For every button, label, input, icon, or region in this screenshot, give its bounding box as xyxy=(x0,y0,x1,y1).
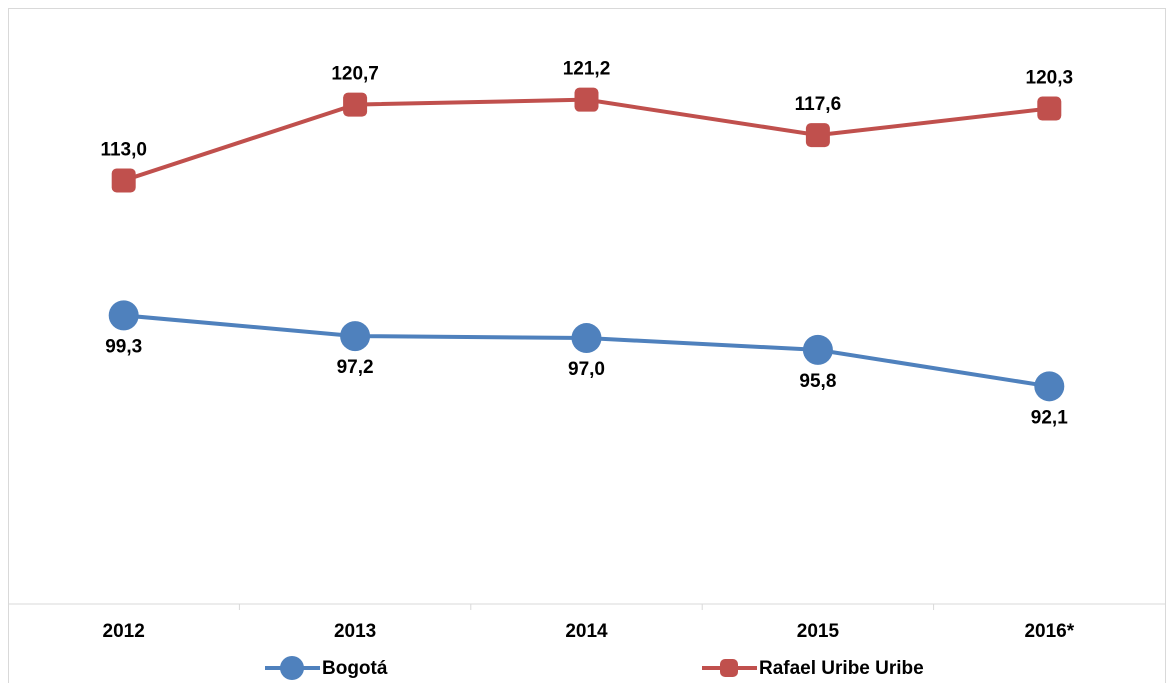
chart-border xyxy=(8,8,1166,683)
data-label: 121,2 xyxy=(563,59,611,80)
data-label: 120,3 xyxy=(1026,68,1074,89)
data-point xyxy=(1037,96,1062,121)
data-point xyxy=(111,168,136,193)
data-label: 120,7 xyxy=(331,64,379,85)
data-point xyxy=(571,323,602,354)
data-point xyxy=(1034,371,1065,402)
data-point xyxy=(574,87,599,112)
x-tick-label: 2013 xyxy=(334,621,376,642)
data-point xyxy=(343,92,368,117)
data-label: 95,8 xyxy=(799,371,836,392)
data-label: 92,1 xyxy=(1031,407,1068,428)
data-point xyxy=(108,300,139,331)
x-tick-label: 2012 xyxy=(103,621,145,642)
data-label: 97,0 xyxy=(568,359,605,380)
data-point xyxy=(802,334,833,365)
series-line xyxy=(123,97,1050,183)
x-tick-label: 2015 xyxy=(797,621,840,642)
data-point xyxy=(805,123,830,148)
x-tick-label: 2014 xyxy=(565,621,608,642)
x-tick-label: 2016* xyxy=(1024,621,1074,642)
legend-marker xyxy=(720,659,738,677)
legend-marker xyxy=(280,656,304,680)
data-label: 99,3 xyxy=(105,336,142,357)
data-label: 97,2 xyxy=(337,357,374,378)
legend-label: Bogotá xyxy=(322,658,388,679)
data-label: 117,6 xyxy=(795,94,842,115)
legend-label: Rafael Uribe Uribe xyxy=(759,658,924,679)
data-point xyxy=(340,321,371,352)
data-label: 113,0 xyxy=(100,139,147,160)
